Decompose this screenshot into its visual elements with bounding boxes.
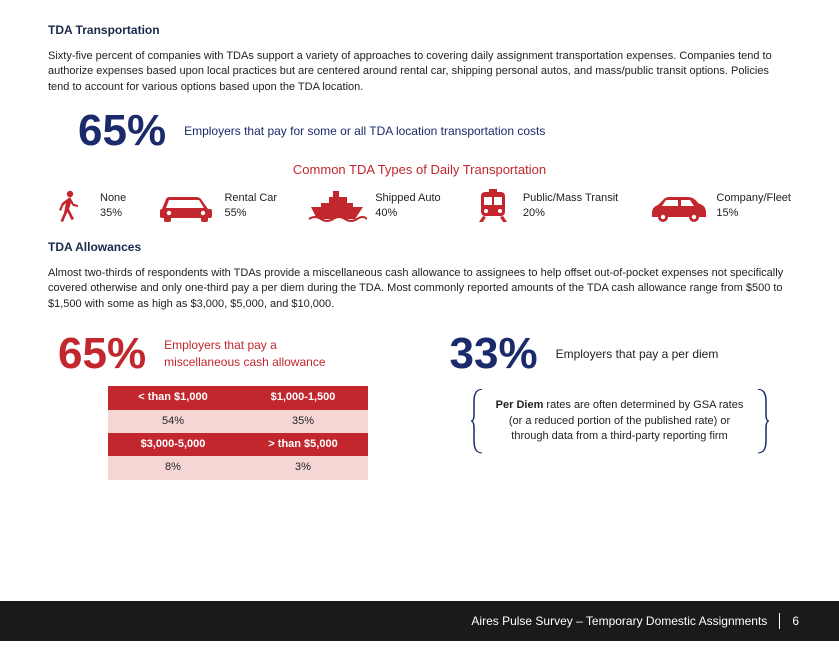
table-cell: 8% bbox=[108, 456, 238, 479]
perdiem-stat-label: Employers that pay a per diem bbox=[556, 346, 719, 363]
transport-item-label: Shipped Auto bbox=[375, 191, 440, 206]
fleet-car-icon bbox=[648, 189, 708, 223]
transportation-body: Sixty-five percent of companies with TDA… bbox=[48, 49, 791, 95]
misc-stat-pct: 65% bbox=[58, 332, 146, 376]
transport-item-rental: Rental Car 55% bbox=[156, 189, 277, 223]
bracket-left-icon bbox=[470, 388, 484, 454]
transport-item-shipped: Shipped Auto 40% bbox=[307, 189, 440, 223]
ship-icon bbox=[307, 189, 367, 223]
transportation-stat-label: Employers that pay for some or all TDA l… bbox=[184, 123, 545, 140]
transportation-subheader: Common TDA Types of Daily Transportation bbox=[48, 161, 791, 179]
transport-item-label: Rental Car bbox=[224, 191, 277, 206]
allowance-table: < than $1,000 $1,000-1,500 54% 35% $3,00… bbox=[108, 386, 368, 480]
transport-item-transit: Public/Mass Transit 20% bbox=[471, 189, 618, 223]
page-footer: Aires Pulse Survey – Temporary Domestic … bbox=[0, 601, 839, 641]
table-header: $1,000-1,500 bbox=[238, 386, 368, 409]
transport-item-label: None bbox=[100, 191, 126, 206]
perdiem-note-text: rates are often determined by GSA rates … bbox=[509, 399, 744, 442]
transport-item-pct: 35% bbox=[100, 206, 126, 221]
transport-item-fleet: Company/Fleet 15% bbox=[648, 189, 791, 223]
perdiem-note: Per Diem rates are often determined by G… bbox=[470, 388, 770, 454]
table-header: > than $5,000 bbox=[238, 433, 368, 456]
allowances-body: Almost two-thirds of respondents with TD… bbox=[48, 266, 791, 312]
table-header: < than $1,000 bbox=[108, 386, 238, 409]
section-title-allowances: TDA Allowances bbox=[48, 239, 791, 256]
bracket-right-icon bbox=[756, 388, 770, 454]
transport-item-pct: 40% bbox=[375, 206, 440, 221]
footer-divider bbox=[779, 613, 780, 629]
table-cell: 3% bbox=[238, 456, 368, 479]
footer-page-number: 6 bbox=[792, 613, 799, 630]
car-icon bbox=[156, 189, 216, 223]
misc-stat-label: Employers that pay a miscellaneous cash … bbox=[164, 337, 344, 371]
transport-item-label: Public/Mass Transit bbox=[523, 191, 618, 206]
transport-item-pct: 55% bbox=[224, 206, 277, 221]
transportation-stat-pct: 65% bbox=[78, 109, 166, 153]
perdiem-stat-pct: 33% bbox=[450, 332, 538, 376]
walking-person-icon bbox=[48, 189, 92, 223]
transit-icon bbox=[471, 189, 515, 223]
transportation-icon-row: None 35% Rental Car 55% bbox=[48, 189, 791, 223]
allowances-perdiem-col: 33% Employers that pay a per diem Per Di… bbox=[440, 326, 792, 480]
table-header: $3,000-5,000 bbox=[108, 433, 238, 456]
table-cell: 54% bbox=[108, 410, 238, 433]
transport-item-none: None 35% bbox=[48, 189, 126, 223]
section-title-transportation: TDA Transportation bbox=[48, 22, 791, 39]
transport-item-label: Company/Fleet bbox=[716, 191, 791, 206]
table-cell: 35% bbox=[238, 410, 368, 433]
transport-item-pct: 20% bbox=[523, 206, 618, 221]
footer-text: Aires Pulse Survey – Temporary Domestic … bbox=[471, 613, 767, 630]
transport-item-pct: 15% bbox=[716, 206, 791, 221]
allowances-misc-col: 65% Employers that pay a miscellaneous c… bbox=[48, 326, 400, 480]
transportation-stat: 65% Employers that pay for some or all T… bbox=[78, 109, 791, 153]
perdiem-note-strong: Per Diem bbox=[496, 399, 544, 411]
